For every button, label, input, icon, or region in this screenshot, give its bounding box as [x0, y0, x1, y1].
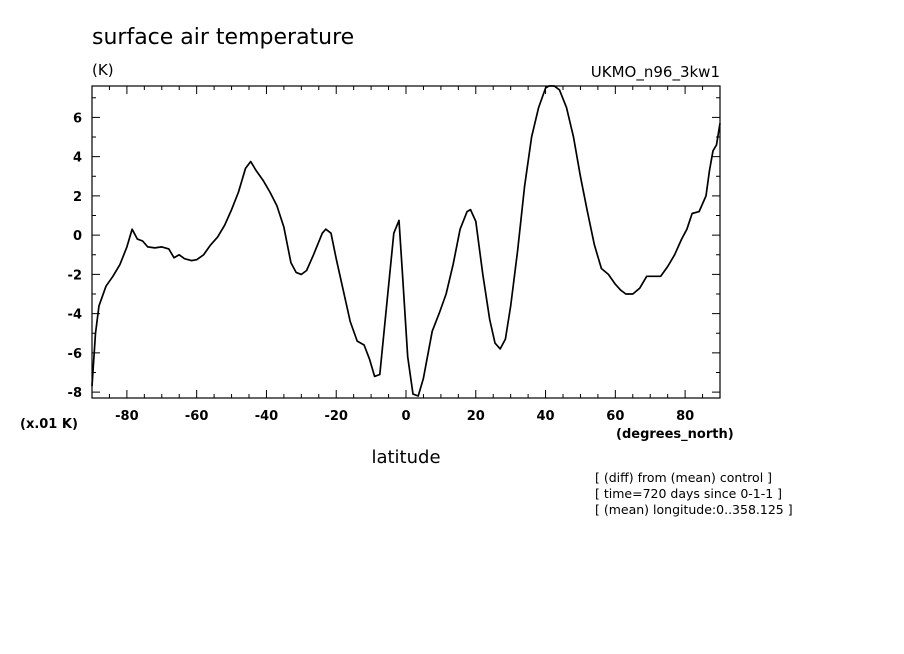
y-tick-label: 2 [73, 190, 82, 205]
chart-title: surface air temperature [92, 25, 354, 50]
y-tick-label: -8 [68, 386, 82, 401]
series-line [91, 85, 721, 397]
model-label: UKMO_n96_3kw1 [591, 63, 720, 82]
y-tick-label: -6 [68, 347, 82, 362]
y-tick-label: 0 [73, 229, 82, 244]
y-tick-label: -2 [68, 268, 82, 283]
note-line-2: [ time=720 days since 0-1-1 ] [595, 486, 782, 501]
x-tick-label: -80 [115, 409, 139, 424]
y-axis-ticks: -8 -6 -4 -2 0 2 4 6 [68, 97, 720, 401]
x-units-label: (degrees_north) [616, 427, 734, 442]
x-tick-label: 80 [676, 409, 694, 424]
x-axis-label: latitude [371, 447, 440, 468]
x-tick-label: 60 [606, 409, 624, 424]
units-label: (K) [92, 61, 114, 79]
x-tick-label: 20 [467, 409, 485, 424]
y-scale-note: (x.01 K) [20, 417, 78, 432]
x-tick-label: -40 [255, 409, 279, 424]
x-tick-label: -60 [185, 409, 209, 424]
x-tick-label: 0 [401, 409, 410, 424]
x-tick-label: 40 [537, 409, 555, 424]
note-line-1: [ (diff) from (mean) control ] [595, 470, 772, 485]
plot-frame [91, 85, 721, 399]
y-tick-label: 6 [73, 111, 82, 126]
x-axis-ticks: -80 -60 -40 -20 0 20 40 60 80 [108, 86, 704, 424]
note-line-3: [ (mean) longitude:0..358.125 ] [595, 502, 793, 517]
y-tick-label: -4 [68, 308, 82, 323]
y-tick-label: 4 [73, 151, 82, 166]
x-tick-label: -20 [324, 409, 348, 424]
